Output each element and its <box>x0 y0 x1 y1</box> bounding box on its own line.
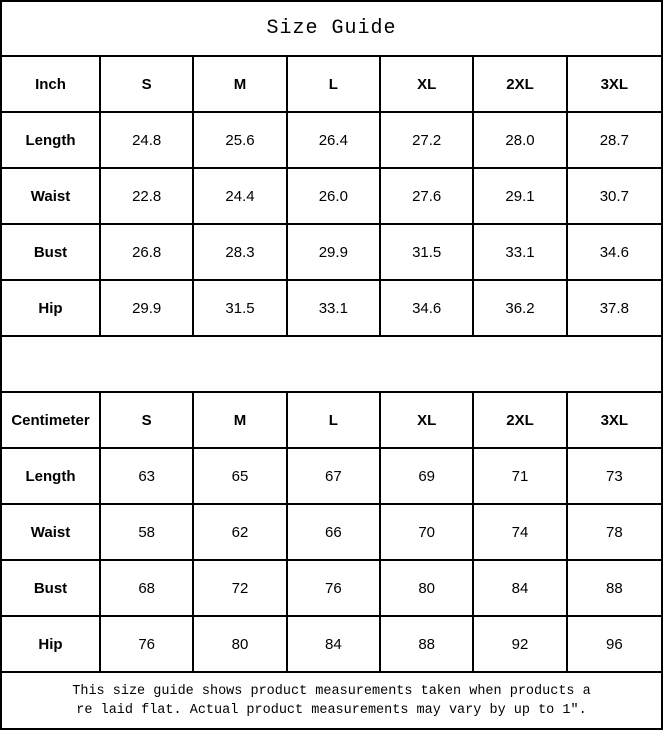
value-cell: 31.5 <box>194 281 288 337</box>
size-header-cell: M <box>194 393 288 449</box>
value-cell: 80 <box>381 561 475 617</box>
value-cell: 96 <box>567 617 661 673</box>
value-cell: 67 <box>287 449 381 505</box>
size-header-cell: L <box>287 393 381 449</box>
row-label-cell: Length <box>2 113 101 169</box>
page-title: Size Guide <box>2 2 661 57</box>
row-label-cell: Bust <box>2 561 101 617</box>
size-header-cell: 3XL <box>567 57 661 113</box>
value-cell: 65 <box>194 449 288 505</box>
value-cell: 33.1 <box>287 281 381 337</box>
size-header-cell: S <box>101 393 195 449</box>
value-cell: 27.6 <box>381 169 475 225</box>
row-label-cell: Length <box>2 449 101 505</box>
value-cell: 74 <box>474 505 568 561</box>
value-cell: 28.7 <box>567 113 661 169</box>
value-cell: 26.8 <box>101 225 195 281</box>
value-cell: 31.5 <box>381 225 475 281</box>
value-cell: 27.2 <box>381 113 475 169</box>
value-cell: 29.1 <box>474 169 568 225</box>
value-cell: 28.3 <box>194 225 288 281</box>
row-label-cell: Hip <box>2 281 101 337</box>
row-label-cell: Waist <box>2 169 101 225</box>
spacer-row <box>2 337 661 393</box>
footer-note-line1: This size guide shows product measuremen… <box>72 683 591 699</box>
row-label-cell: Hip <box>2 617 101 673</box>
value-cell: 37.8 <box>567 281 661 337</box>
value-cell: 30.7 <box>567 169 661 225</box>
footer-note: This size guide shows product measuremen… <box>2 673 661 728</box>
value-cell: 26.0 <box>287 169 381 225</box>
value-cell: 92 <box>474 617 568 673</box>
value-cell: 70 <box>381 505 475 561</box>
value-cell: 71 <box>474 449 568 505</box>
size-header-cell: S <box>101 57 195 113</box>
value-cell: 24.4 <box>194 169 288 225</box>
value-cell: 69 <box>381 449 475 505</box>
value-cell: 78 <box>567 505 661 561</box>
size-header-cell: M <box>194 57 288 113</box>
unit-header-cell: Inch <box>2 57 101 113</box>
value-cell: 68 <box>101 561 195 617</box>
value-cell: 34.6 <box>567 225 661 281</box>
size-header-cell: 3XL <box>567 393 661 449</box>
value-cell: 36.2 <box>474 281 568 337</box>
value-cell: 80 <box>194 617 288 673</box>
value-cell: 66 <box>287 505 381 561</box>
value-cell: 34.6 <box>381 281 475 337</box>
value-cell: 26.4 <box>287 113 381 169</box>
size-header-cell: 2XL <box>474 393 568 449</box>
footer-note-line2: re laid flat. Actual product measurement… <box>76 702 587 718</box>
value-cell: 22.8 <box>101 169 195 225</box>
value-cell: 84 <box>474 561 568 617</box>
size-header-cell: XL <box>381 393 475 449</box>
value-cell: 73 <box>567 449 661 505</box>
value-cell: 25.6 <box>194 113 288 169</box>
value-cell: 72 <box>194 561 288 617</box>
value-cell: 62 <box>194 505 288 561</box>
row-label-cell: Bust <box>2 225 101 281</box>
value-cell: 28.0 <box>474 113 568 169</box>
size-header-cell: 2XL <box>474 57 568 113</box>
size-header-cell: L <box>287 57 381 113</box>
size-header-cell: XL <box>381 57 475 113</box>
value-cell: 24.8 <box>101 113 195 169</box>
value-cell: 76 <box>101 617 195 673</box>
value-cell: 76 <box>287 561 381 617</box>
value-cell: 88 <box>567 561 661 617</box>
value-cell: 63 <box>101 449 195 505</box>
value-cell: 58 <box>101 505 195 561</box>
row-label-cell: Waist <box>2 505 101 561</box>
value-cell: 84 <box>287 617 381 673</box>
value-cell: 29.9 <box>101 281 195 337</box>
value-cell: 29.9 <box>287 225 381 281</box>
value-cell: 88 <box>381 617 475 673</box>
unit-header-cell: Centimeter <box>2 393 101 449</box>
value-cell: 33.1 <box>474 225 568 281</box>
